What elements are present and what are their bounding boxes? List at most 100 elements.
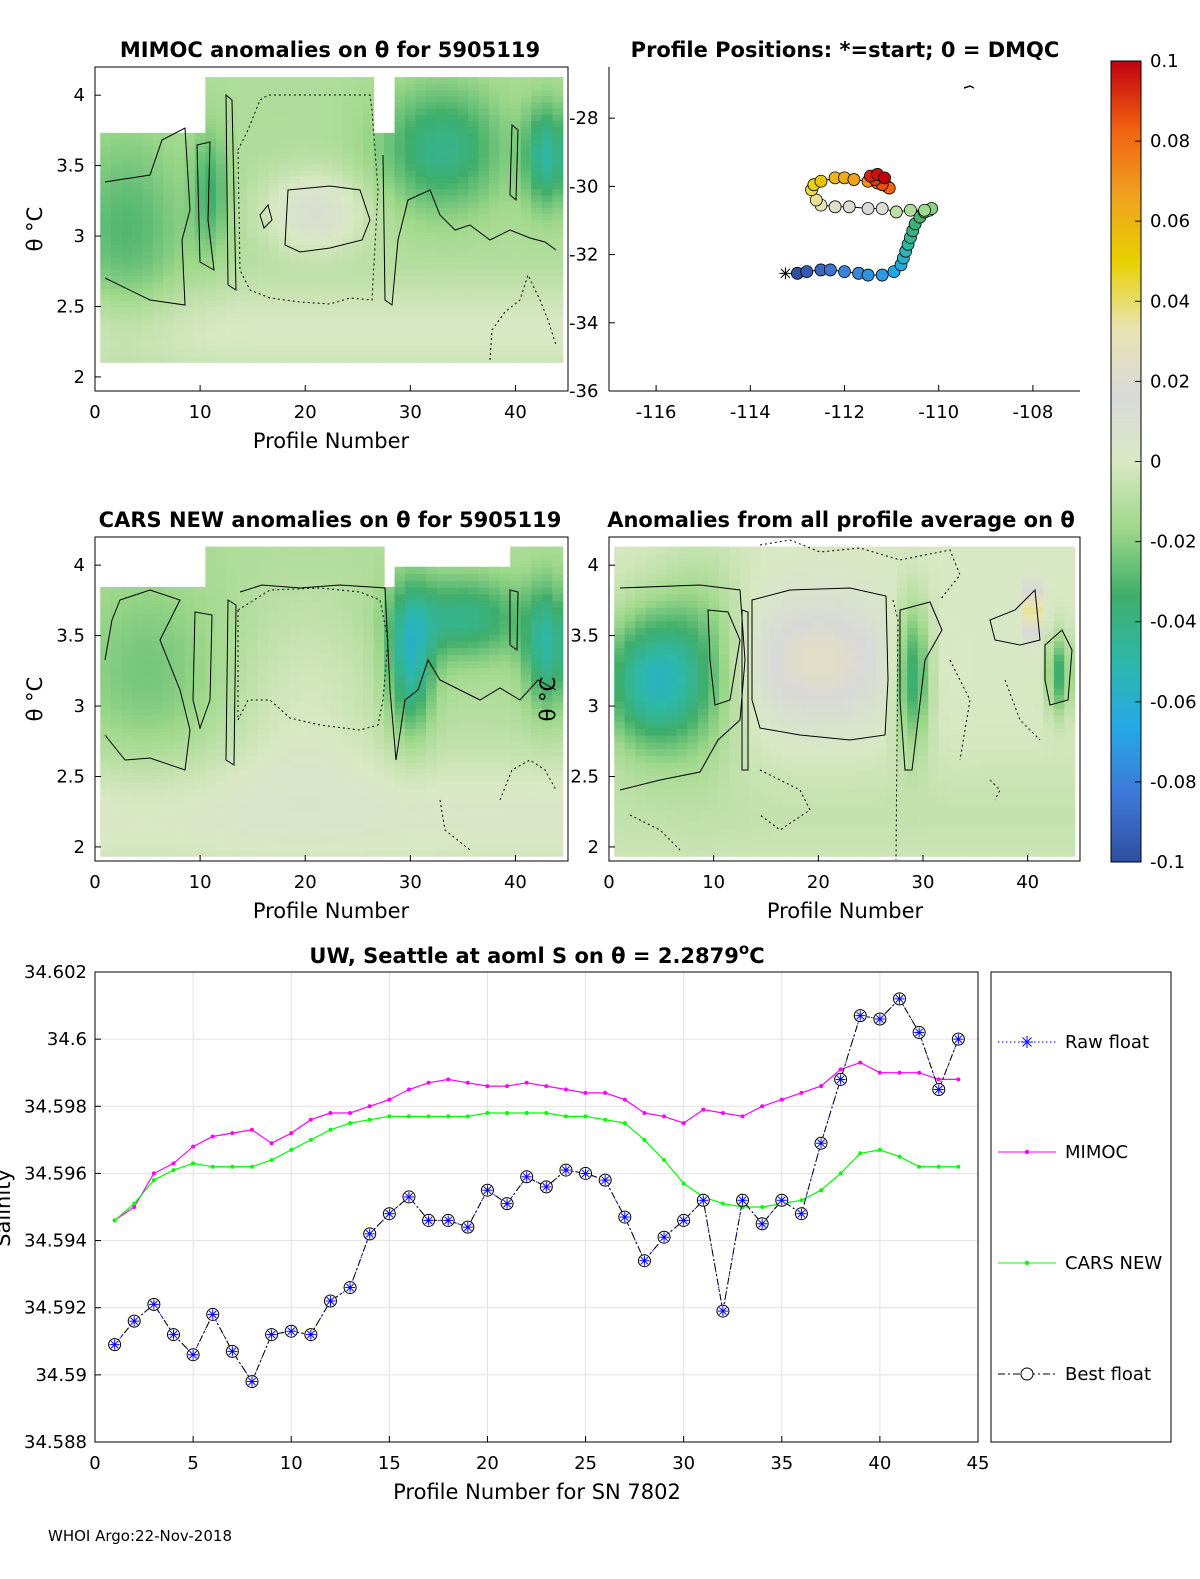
heatmap-cell	[771, 769, 782, 776]
heatmap-cell	[268, 294, 279, 301]
heatmap-cell	[729, 701, 740, 708]
start-marker	[779, 267, 791, 279]
heatmap-cell	[289, 83, 300, 90]
heatmap-cell	[510, 661, 521, 668]
heatmap-cell	[142, 288, 153, 295]
heatmap-cell	[708, 567, 719, 574]
heatmap-cell	[184, 319, 195, 326]
heatmap-cell	[771, 789, 782, 796]
heatmap-cell	[310, 127, 321, 134]
heatmap-cell	[300, 553, 311, 560]
heatmap-cell	[321, 668, 332, 675]
heatmap-cell	[363, 560, 374, 567]
heatmap-cell	[132, 809, 143, 816]
heatmap-cell	[195, 742, 206, 749]
heatmap-cell	[363, 681, 374, 688]
heatmap-cell	[708, 769, 719, 776]
heatmap-cell	[111, 331, 122, 338]
heatmap-cell	[195, 331, 206, 338]
heatmap-cell	[489, 145, 500, 152]
heatmap-cell	[111, 350, 122, 357]
heatmap-cell	[247, 337, 258, 344]
heatmap-cell	[416, 594, 427, 601]
heatmap-cell	[142, 300, 153, 307]
heatmap-cell	[353, 816, 364, 823]
heatmap-cell	[153, 288, 164, 295]
heatmap-cell	[226, 573, 237, 580]
heatmap-cell	[216, 269, 227, 276]
heatmap-cell	[688, 553, 699, 560]
heatmap-cell	[111, 755, 122, 762]
heatmap-cell	[279, 621, 290, 628]
heatmap-cell	[247, 553, 258, 560]
heatmap-cell	[142, 715, 153, 722]
heatmap-cell	[205, 313, 216, 320]
heatmap-cell	[489, 648, 500, 655]
heatmap-cell	[437, 769, 448, 776]
heatmap-cell	[100, 294, 111, 301]
heatmap-cell	[216, 654, 227, 661]
heatmap-cell	[437, 83, 448, 90]
heatmap-cell	[321, 560, 332, 567]
heatmap-cell	[121, 325, 132, 332]
heatmap-cell	[521, 337, 532, 344]
heatmap-cell	[258, 627, 269, 634]
heatmap-cell	[353, 344, 364, 351]
heatmap-cell	[332, 213, 343, 220]
heatmap-cell	[100, 158, 111, 165]
heatmap-cell	[729, 802, 740, 809]
heatmap-cell	[521, 695, 532, 702]
heatmap-cell	[437, 715, 448, 722]
heatmap-cell	[111, 195, 122, 202]
heatmap-cell	[237, 594, 248, 601]
heatmap-cell	[153, 182, 164, 189]
heatmap-cell	[405, 775, 416, 782]
heatmap-cell	[437, 594, 448, 601]
heatmap-cell	[321, 288, 332, 295]
heatmap-cell	[374, 560, 385, 567]
heatmap-cell	[792, 695, 803, 702]
heatmap-cell	[510, 176, 521, 183]
heatmap-cell	[479, 654, 490, 661]
heatmap-cell	[195, 755, 206, 762]
heatmap-cell	[803, 802, 814, 809]
heatmap-cell	[458, 573, 469, 580]
heatmap-cell	[416, 269, 427, 276]
heatmap-cell	[405, 594, 416, 601]
heatmap-cell	[740, 681, 751, 688]
heatmap-cell	[279, 102, 290, 109]
heatmap-cell	[458, 627, 469, 634]
heatmap-cell	[268, 331, 279, 338]
heatmap-cell	[803, 681, 814, 688]
heatmap-cell	[635, 775, 646, 782]
heatmap-cell	[468, 715, 479, 722]
heatmap-cell	[258, 238, 269, 245]
heatmap-cell	[635, 634, 646, 641]
heatmap-cell	[834, 836, 845, 843]
heatmap-cell	[279, 108, 290, 115]
heatmap-cell	[521, 244, 532, 251]
heatmap-cell	[719, 735, 730, 742]
heatmap-cell	[268, 762, 279, 769]
heatmap-cell	[111, 356, 122, 363]
heatmap-cell	[363, 634, 374, 641]
heatmap-cell	[384, 648, 395, 655]
heatmap-cell	[489, 816, 500, 823]
heatmap-cell	[332, 600, 343, 607]
heatmap-cell	[489, 139, 500, 146]
heatmap-cell	[458, 120, 469, 127]
heatmap-cell	[195, 674, 206, 681]
heatmap-cell	[195, 614, 206, 621]
heatmap-cell	[226, 182, 237, 189]
heatmap-cell	[268, 350, 279, 357]
heatmap-cell	[279, 809, 290, 816]
heatmap-cell	[510, 114, 521, 121]
heatmap-cell	[216, 668, 227, 675]
position-marker	[876, 203, 888, 215]
heatmap-cell	[226, 325, 237, 332]
heatmap-cell	[667, 742, 678, 749]
heatmap-cell	[247, 789, 258, 796]
heatmap-cell	[310, 621, 321, 628]
heatmap-cell	[310, 674, 321, 681]
y-tick-label: 4	[74, 555, 85, 576]
